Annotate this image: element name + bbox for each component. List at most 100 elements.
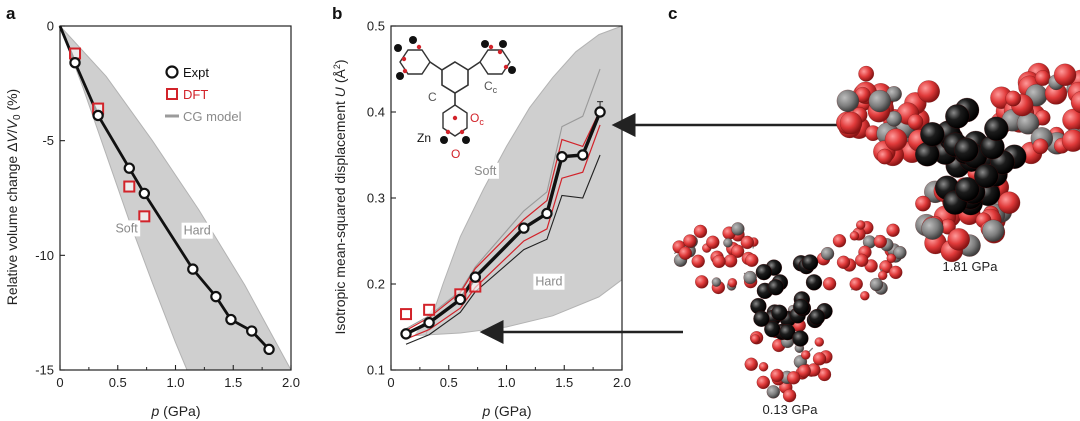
atom — [854, 253, 869, 268]
soft-annotation-a: Soft — [115, 221, 138, 235]
atom — [727, 278, 738, 288]
expt-point-a-1 — [92, 109, 104, 122]
thin-red-lower-b — [405, 124, 601, 340]
label-c: C — [428, 90, 437, 104]
y-tick-label-a-3: -15 — [35, 363, 54, 378]
zn-atom — [805, 274, 823, 291]
annotation-bg — [472, 162, 499, 179]
atom — [758, 362, 769, 372]
atom — [723, 238, 733, 248]
atom — [876, 148, 893, 165]
atom — [693, 224, 708, 239]
zn-atom — [801, 254, 819, 271]
atom — [921, 217, 944, 240]
watermark: 大数跨境 — [7, 391, 102, 410]
atom — [711, 277, 722, 287]
x-tick-label-b-2: 1.0 — [497, 375, 515, 390]
cg-hard-edge-a — [59, 25, 292, 371]
atom — [855, 220, 866, 230]
dft-point-a-3 — [138, 210, 151, 223]
atom — [678, 246, 693, 260]
expt-point-b-5 — [541, 207, 553, 220]
series-b — [400, 101, 606, 340]
atom — [886, 223, 900, 237]
expt-point-b-4 — [518, 222, 530, 234]
label-0-13-gpa: 0.13 GPa — [763, 402, 819, 417]
zn-atom — [771, 304, 788, 321]
dft-point-b-0 — [400, 308, 413, 321]
legend-cg-label: CG model — [183, 109, 242, 124]
x-tick-label-a-2: 1.0 — [166, 375, 184, 390]
atom — [744, 357, 758, 371]
zn-atom — [753, 310, 770, 327]
x-tick-label-a-0: 0 — [56, 375, 63, 390]
atom — [756, 375, 771, 390]
y-tick-label-a-1: -5 — [42, 133, 54, 148]
atom — [706, 235, 720, 249]
atom — [858, 65, 875, 82]
cg-band-fill-a — [60, 26, 291, 370]
zn-atom — [984, 116, 1009, 142]
x-tick-label-b-4: 2.0 — [613, 375, 631, 390]
legend-dft-label: DFT — [183, 87, 208, 102]
atom — [730, 244, 745, 258]
expt-point-b-8 — [594, 106, 606, 118]
annotation-bg — [113, 220, 141, 237]
expt-point-a-6 — [225, 313, 237, 326]
atom — [800, 350, 811, 360]
atom — [743, 270, 757, 285]
expt-point-b-3 — [469, 271, 482, 283]
atom — [836, 255, 851, 269]
annotation-bg — [533, 273, 565, 290]
cg-model-band-a — [59, 25, 292, 371]
atom — [860, 290, 870, 301]
expt-point-a-4 — [187, 263, 199, 275]
expt-point-a-8 — [263, 343, 275, 356]
atom — [1005, 90, 1022, 107]
atom — [982, 219, 1005, 242]
atom — [750, 334, 761, 344]
atom — [884, 128, 908, 151]
atom — [869, 277, 884, 292]
molecule-1-81-gpa — [836, 62, 1080, 263]
panel-c: c 1.81 GPa 0.13 GPa — [479, 4, 1080, 417]
atom — [889, 265, 903, 280]
expt-point-a-0 — [69, 56, 81, 69]
y-tick-label-a-0: 0 — [47, 19, 54, 34]
atom — [907, 113, 924, 130]
panel-b: b 0 0.5 1.0 1.5 2.0 0.1 0.2 0.3 0.4 0.5 Soft Hard… — [332, 4, 631, 419]
atom — [731, 222, 745, 236]
atom — [849, 277, 863, 291]
zn-atom — [955, 177, 980, 202]
y-tick-label-b-0: 0.1 — [367, 363, 385, 378]
panel-c-letter: c — [668, 4, 677, 23]
axis-ticks-b: 0 0.5 1.0 1.5 2.0 0.1 0.2 0.3 0.4 0.5 — [367, 19, 631, 391]
atom — [873, 234, 887, 249]
x-tick-label-b-1: 0.5 — [440, 375, 458, 390]
hard-annotation-a: Hard — [184, 224, 211, 238]
expt-point-a-3 — [138, 187, 151, 200]
panel-a-letter: a — [6, 4, 16, 23]
dft-point-b-3 — [469, 280, 482, 293]
linker-structure-icon: C Cc Oc Zn O — [394, 36, 516, 161]
atom — [886, 253, 897, 264]
label-cc: Cc — [484, 79, 498, 95]
y-tick-label-b-2: 0.3 — [367, 191, 385, 206]
zn-atom — [792, 298, 810, 316]
thin-model-lines-b — [405, 68, 601, 345]
dft-point-a-2 — [123, 180, 136, 193]
label-zn: Zn — [417, 131, 431, 145]
atom — [822, 277, 837, 291]
axis-ticks-a: 0 0.5 1.0 1.5 2.0 0 -5 -10 -15 — [35, 19, 300, 391]
y-tick-label-b-4: 0.5 — [367, 19, 385, 34]
atom — [683, 234, 697, 248]
atom — [1061, 129, 1080, 152]
zn-atom — [945, 104, 970, 129]
atom — [832, 234, 847, 248]
atom — [745, 253, 759, 267]
x-tick-label-b-3: 1.5 — [555, 375, 573, 390]
soft-annotation-b: Soft — [474, 164, 497, 178]
zn-atom — [920, 122, 945, 147]
atom — [695, 275, 709, 289]
